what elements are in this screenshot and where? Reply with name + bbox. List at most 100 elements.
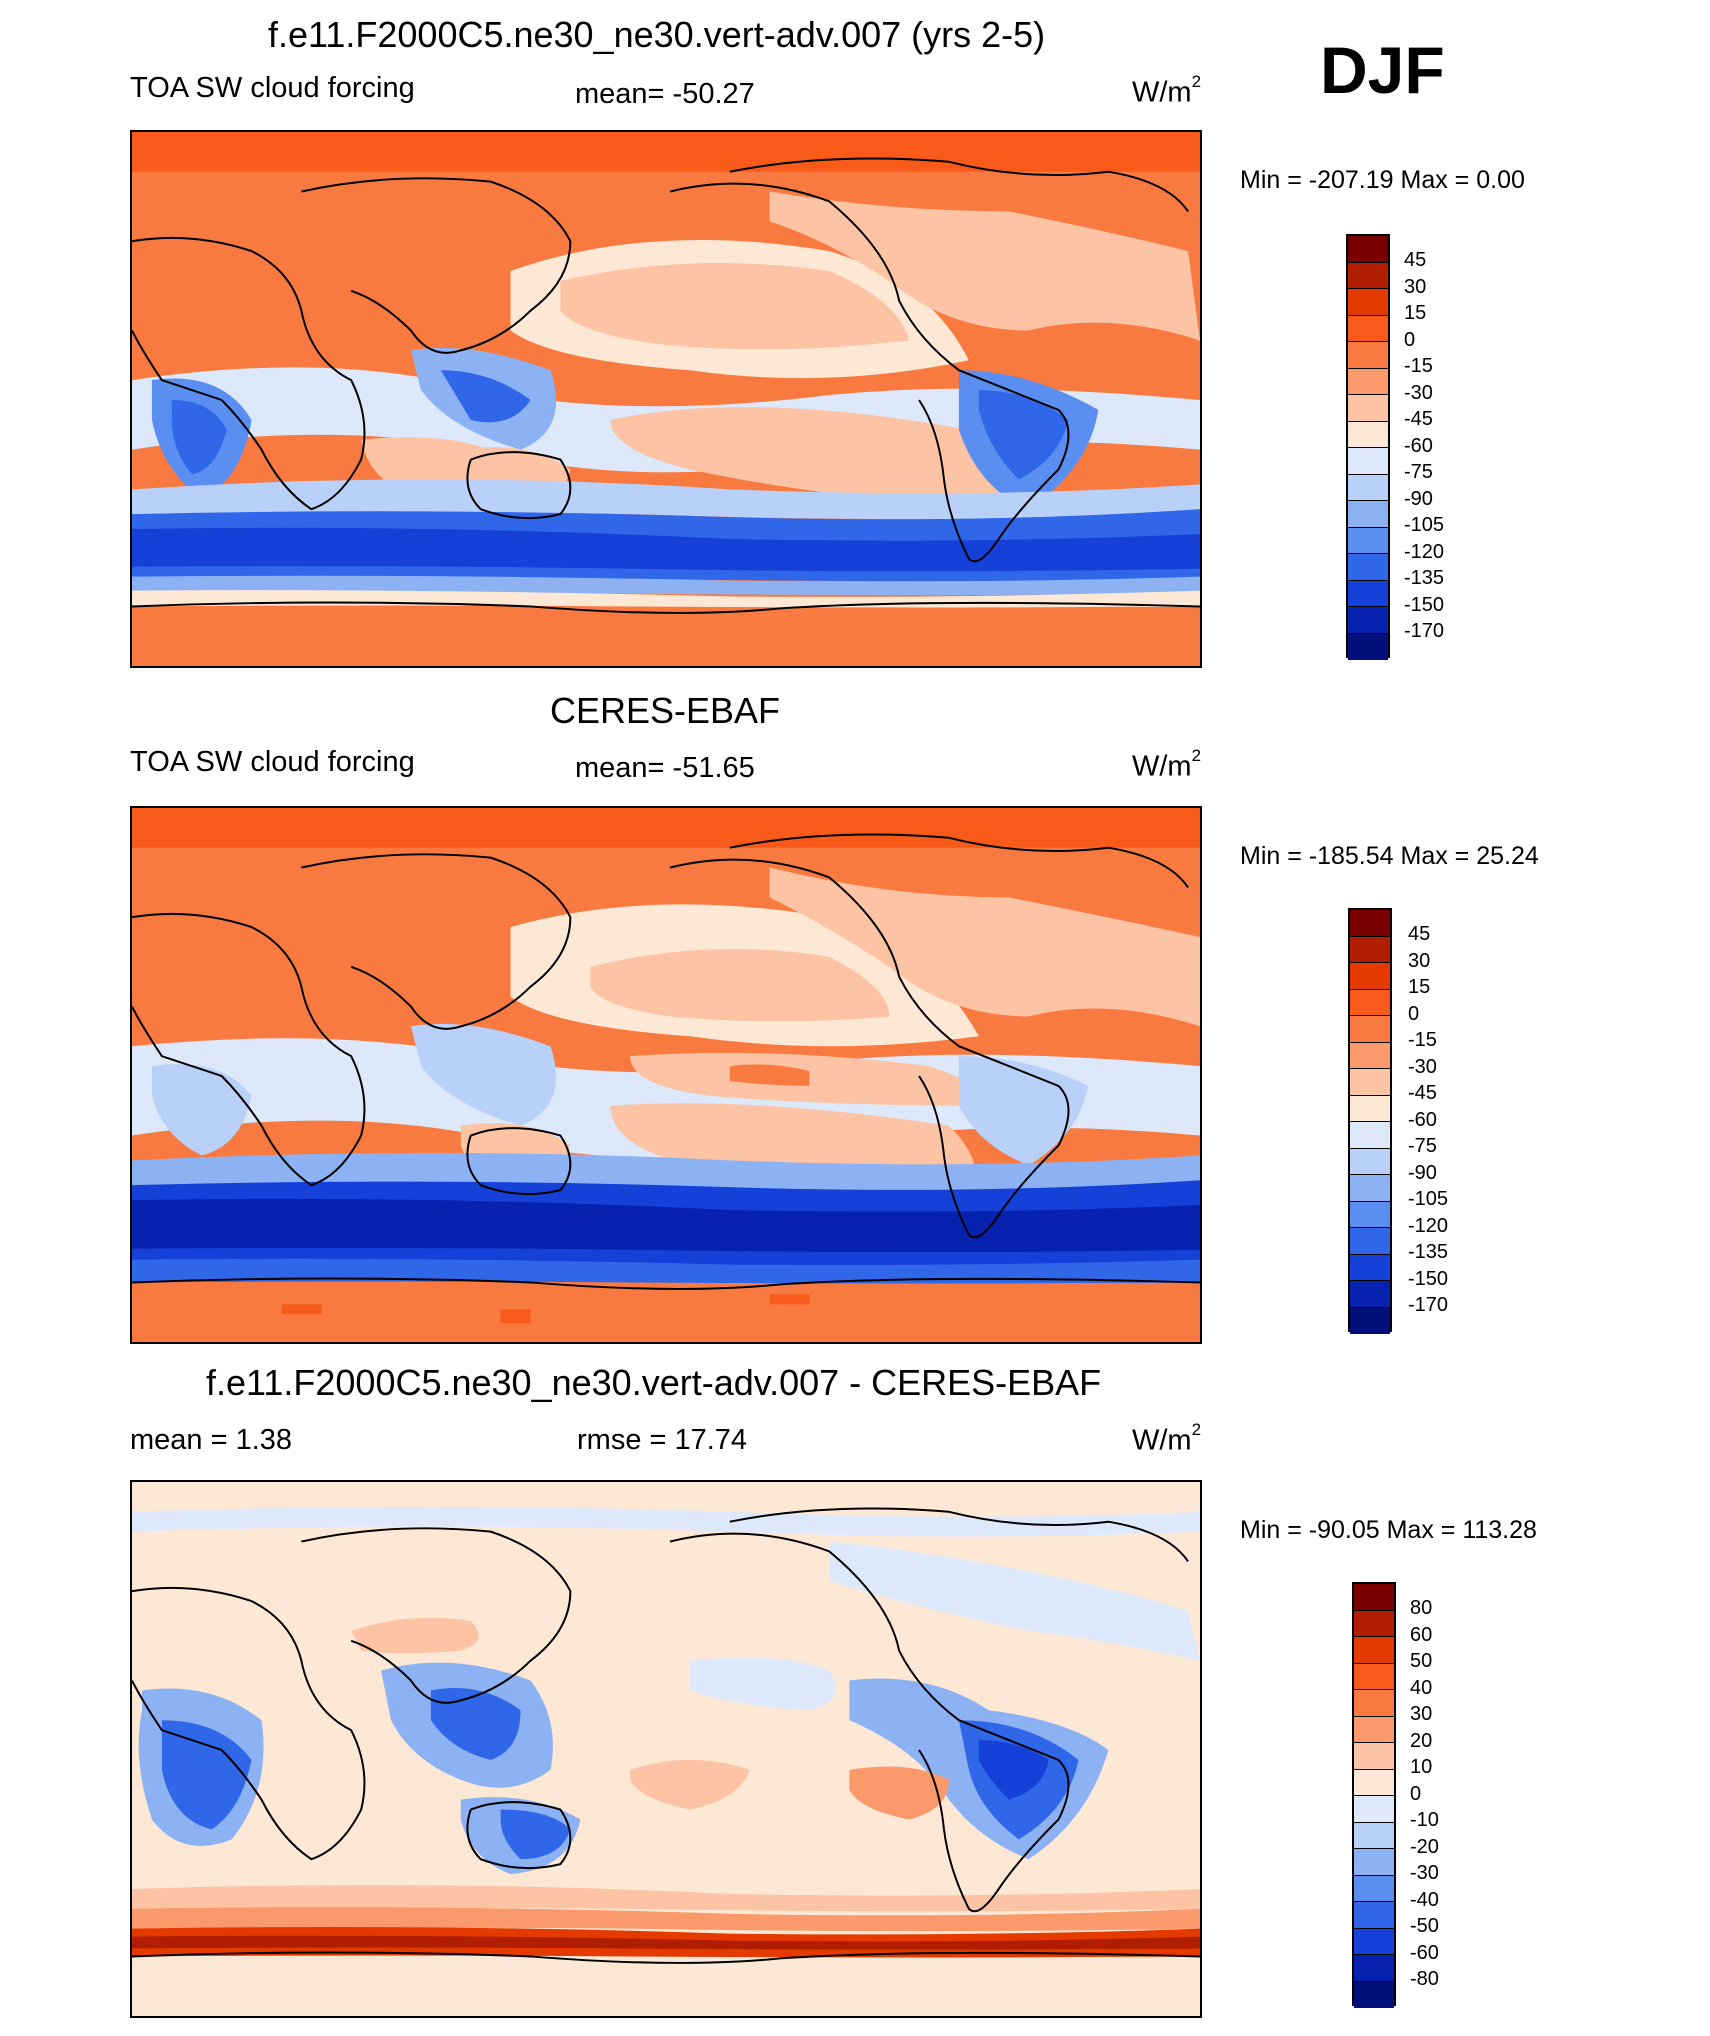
colorbar-swatch — [1354, 1796, 1394, 1823]
colorbar-observations — [1348, 908, 1392, 1334]
colorbar-label: -150 — [1404, 594, 1445, 616]
colorbar-swatch — [1348, 342, 1388, 369]
colorbar-swatch — [1354, 1584, 1394, 1611]
colorbar-swatch — [1354, 1690, 1394, 1717]
colorbar-swatch — [1350, 1228, 1390, 1255]
colorbar-label: 50 — [1410, 1650, 1433, 1672]
colorbar-label: -105 — [1408, 1188, 1449, 1210]
colorbar-swatch — [1348, 262, 1388, 289]
colorbar-swatch — [1354, 1875, 1394, 1902]
colorbar-label: 20 — [1410, 1730, 1433, 1752]
colorbar-label: -75 — [1404, 461, 1433, 483]
colorbar-label: -150 — [1408, 1268, 1449, 1290]
colorbar-label: -90 — [1408, 1162, 1437, 1184]
map-observations — [130, 806, 1202, 1344]
minmax-label: Min = -207.19 Max = 0.00 — [1240, 166, 1525, 194]
colorbar-label: 40 — [1410, 1677, 1433, 1699]
colorbar-swatch — [1350, 1095, 1390, 1122]
colorbar-swatch — [1354, 1610, 1394, 1637]
colorbar-label: 60 — [1410, 1624, 1433, 1646]
colorbar-swatch — [1354, 1955, 1394, 1982]
colorbar-swatch — [1350, 910, 1390, 937]
colorbar-swatch — [1350, 989, 1390, 1016]
units-label: W/m2 — [1132, 1420, 1202, 1457]
map-canvas — [132, 132, 1200, 666]
colorbar-label: 30 — [1408, 950, 1431, 972]
colorbar-label: -60 — [1408, 1109, 1437, 1131]
colorbar-swatch — [1348, 554, 1388, 581]
colorbar-label: 30 — [1404, 276, 1427, 298]
colorbar-swatch — [1354, 1663, 1394, 1690]
panel-title: CERES-EBAF — [550, 690, 781, 731]
colorbar-swatch — [1350, 1201, 1390, 1228]
colorbar-swatch — [1350, 963, 1390, 990]
colorbar-label: -120 — [1408, 1215, 1449, 1237]
rmse-label: rmse = 17.74 — [577, 1424, 748, 1456]
colorbar-swatch — [1348, 580, 1388, 607]
colorbar-swatch — [1348, 289, 1388, 316]
colorbar-label: -15 — [1404, 355, 1433, 377]
colorbar-label: 30 — [1410, 1703, 1433, 1725]
colorbar-model — [1346, 234, 1390, 660]
colorbar-swatch — [1350, 1254, 1390, 1281]
colorbar-swatch — [1350, 1307, 1390, 1334]
colorbar-label: -135 — [1404, 567, 1445, 589]
panel-title: f.e11.F2000C5.ne30_ne30.vert-adv.007 - C… — [206, 1362, 1102, 1403]
colorbar-swatch — [1350, 1175, 1390, 1202]
colorbar-swatch — [1350, 1281, 1390, 1308]
colorbar-swatch — [1348, 315, 1388, 342]
colorbar-swatch — [1350, 936, 1390, 963]
colorbar-swatch — [1354, 1743, 1394, 1770]
colorbar-label: 45 — [1408, 923, 1431, 945]
variable-label: TOA SW cloud forcing — [130, 746, 415, 778]
colorbar-label: -170 — [1404, 620, 1445, 642]
panel-title: f.e11.F2000C5.ne30_ne30.vert-adv.007 (yr… — [268, 14, 1046, 55]
colorbar-label: 0 — [1408, 1003, 1420, 1025]
colorbar-label: -120 — [1404, 541, 1445, 563]
colorbar-label: -60 — [1404, 435, 1433, 457]
colorbar-label: 0 — [1404, 329, 1416, 351]
mean-label: mean= -50.27 — [575, 78, 755, 110]
colorbar-label: -90 — [1404, 488, 1433, 510]
colorbar-label: -170 — [1408, 1294, 1449, 1316]
colorbar-label: 15 — [1404, 302, 1427, 324]
colorbar-label: 0 — [1410, 1783, 1422, 1805]
colorbar-label: -10 — [1410, 1809, 1439, 1831]
colorbar-label: -45 — [1404, 408, 1433, 430]
units-label: W/m2 — [1132, 746, 1202, 783]
colorbar-swatch — [1348, 236, 1388, 263]
colorbar-swatch — [1348, 421, 1388, 448]
colorbar-label: -40 — [1410, 1889, 1439, 1911]
colorbar-swatch — [1348, 474, 1388, 501]
colorbar-swatch — [1348, 448, 1388, 475]
colorbar-label: 80 — [1410, 1597, 1433, 1619]
colorbar-difference — [1352, 1582, 1396, 2008]
mean-label: mean= -51.65 — [575, 752, 755, 784]
map-model — [130, 130, 1202, 668]
colorbar-swatch — [1348, 395, 1388, 422]
minmax-label: Min = -90.05 Max = 113.28 — [1240, 1516, 1537, 1544]
colorbar-label: -30 — [1408, 1056, 1437, 1078]
colorbar-swatch — [1350, 1042, 1390, 1069]
colorbar-swatch — [1348, 368, 1388, 395]
units-label: W/m2 — [1132, 72, 1202, 109]
season-label: DJF — [1320, 33, 1445, 107]
colorbar-swatch — [1354, 1769, 1394, 1796]
colorbar-swatch — [1354, 1637, 1394, 1664]
colorbar-label: -75 — [1408, 1135, 1437, 1157]
colorbar-swatch — [1348, 633, 1388, 660]
variable-label: TOA SW cloud forcing — [130, 72, 415, 104]
colorbar-label: -105 — [1404, 514, 1445, 536]
colorbar-swatch — [1354, 1716, 1394, 1743]
colorbar-label: -80 — [1410, 1968, 1439, 1990]
map-canvas — [132, 1482, 1200, 2016]
colorbar-label: 10 — [1410, 1756, 1433, 1778]
colorbar-swatch — [1350, 1122, 1390, 1149]
colorbar-swatch — [1350, 1069, 1390, 1096]
colorbar-label: -20 — [1410, 1836, 1439, 1858]
colorbar-label: -45 — [1408, 1082, 1437, 1104]
colorbar-swatch — [1348, 607, 1388, 634]
colorbar-label: -60 — [1410, 1942, 1439, 1964]
diff-mean-label: mean = 1.38 — [130, 1424, 293, 1456]
colorbar-swatch — [1354, 1928, 1394, 1955]
